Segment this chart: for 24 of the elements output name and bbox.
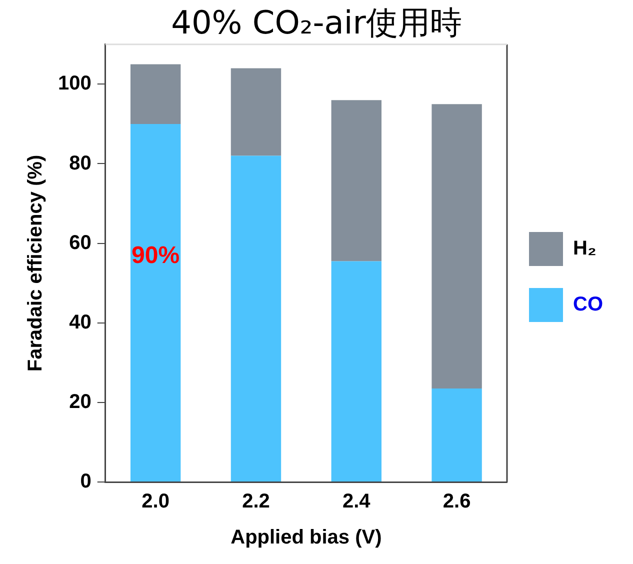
y-tick-label: 80 — [69, 152, 92, 174]
x-axis-title: Applied bias (V) — [230, 526, 382, 549]
y-tick-label: 60 — [69, 232, 92, 254]
y-tick-label: 0 — [80, 470, 92, 493]
bar — [130, 124, 181, 482]
y-tick-label: 20 — [69, 390, 92, 413]
annotation: 90% — [132, 242, 180, 269]
x-tick-label: 2.4 — [342, 490, 372, 513]
x-tick-label: 2.2 — [242, 490, 270, 513]
x-tick-label: 2.0 — [142, 490, 170, 513]
bar — [230, 68, 282, 156]
legend-label: H₂ — [573, 238, 596, 260]
bar — [331, 100, 382, 262]
bar — [331, 261, 382, 482]
bar — [130, 64, 181, 124]
y-axis-title: Faradaic efficiency (%) — [24, 154, 47, 372]
y-tick-label: 40 — [69, 311, 92, 334]
legend-label: CO — [573, 294, 603, 316]
bar — [432, 104, 482, 389]
bar — [230, 156, 282, 482]
chart-title: 40% CO₂-air使用時 — [171, 4, 462, 42]
x-tick-label: 2.6 — [442, 490, 471, 513]
bar — [432, 388, 482, 482]
y-tick-label: 100 — [58, 72, 92, 95]
